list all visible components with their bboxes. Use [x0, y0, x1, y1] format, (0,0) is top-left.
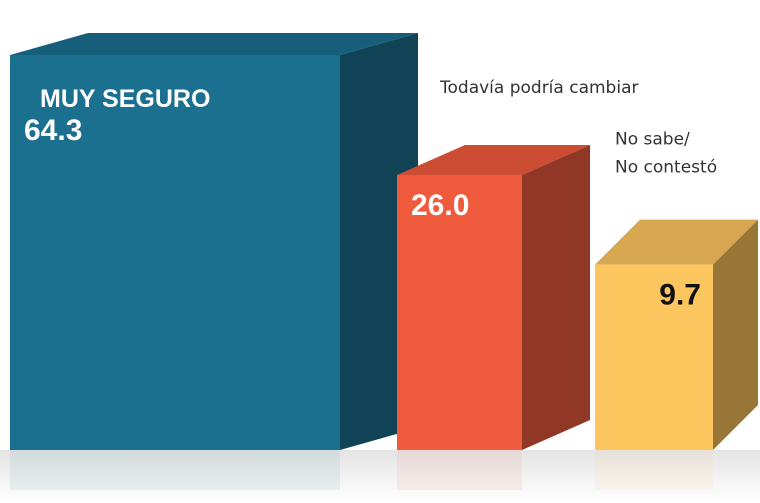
value-label: 26.0 [411, 189, 469, 222]
category-label: Todavía podría cambiar [439, 78, 638, 98]
floor [0, 450, 760, 503]
box-top [595, 219, 758, 265]
box-top [397, 145, 590, 176]
box-front [10, 55, 340, 450]
value-label: 64.3 [24, 114, 82, 147]
box-top [10, 33, 418, 55]
category-line: No sabe/ [615, 130, 690, 150]
category-label: MUY SEGURO [40, 85, 210, 113]
category-line: Todavía podría cambiar [439, 78, 638, 98]
category-line: MUY SEGURO [40, 85, 210, 113]
box [595, 219, 758, 490]
box [397, 145, 590, 490]
box-reflection [595, 450, 713, 490]
box-front [397, 175, 522, 450]
value-label: 9.7 [659, 279, 701, 312]
box-side [713, 219, 758, 450]
box-side [522, 145, 590, 450]
box-reflection [397, 450, 522, 490]
category-line: No contestó [615, 158, 717, 178]
category-label: No sabe/No contestó [615, 130, 717, 178]
box-front [595, 264, 713, 450]
box-reflection [10, 450, 340, 490]
